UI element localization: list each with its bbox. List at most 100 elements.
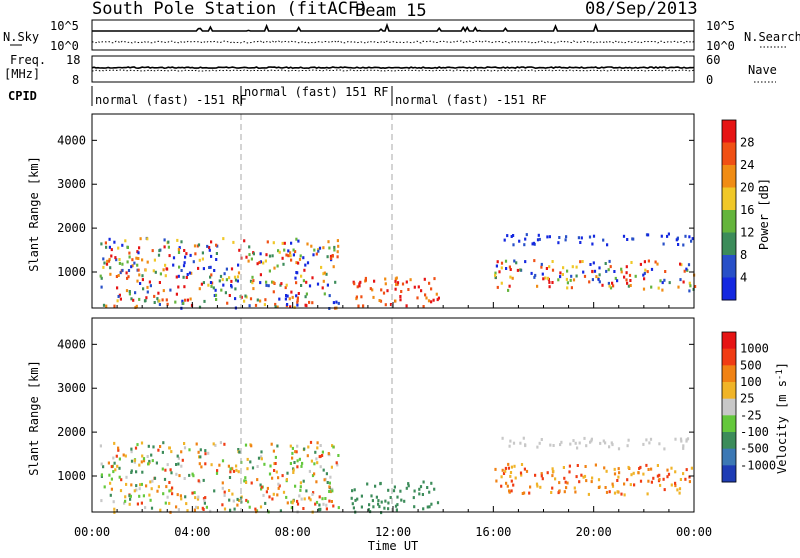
- heat-cell: [371, 499, 374, 503]
- heat-cell: [623, 275, 626, 279]
- velocity-colorbar-label: Velocity [m s-1]: [775, 362, 789, 474]
- heat-cell: [219, 441, 222, 445]
- heat-cell: [321, 454, 324, 457]
- heat-cell: [303, 447, 306, 451]
- heat-cell: [616, 479, 619, 482]
- heat-cell: [245, 295, 248, 299]
- heat-cell: [558, 236, 561, 239]
- heat-cell: [165, 267, 168, 271]
- heat-cell: [234, 278, 238, 282]
- heat-cell: [629, 483, 632, 487]
- heat-cell: [587, 492, 590, 496]
- heat-cell: [297, 239, 300, 243]
- heat-cell: [394, 287, 397, 291]
- heat-cell: [294, 484, 297, 488]
- heat-cell: [323, 271, 326, 275]
- heat-cell: [299, 481, 302, 485]
- heat-cell: [620, 270, 623, 274]
- heat-cell: [501, 436, 504, 440]
- heat-cell: [321, 497, 324, 501]
- heat-cell: [314, 450, 317, 454]
- heat-cell: [262, 261, 265, 265]
- heat-cell: [197, 479, 200, 483]
- heat-cell: [152, 445, 155, 449]
- heat-cell: [386, 289, 389, 293]
- heat-cell: [121, 268, 124, 272]
- heat-cell: [276, 493, 279, 497]
- heat-cell: [549, 443, 552, 447]
- heat-cell: [130, 265, 133, 269]
- heat-cell: [395, 508, 398, 512]
- heat-cell: [204, 449, 207, 453]
- heat-cell: [326, 283, 329, 287]
- heat-cell: [237, 448, 240, 451]
- heat-cell: [557, 241, 560, 245]
- heat-cell: [191, 472, 194, 476]
- heat-cell: [512, 234, 515, 237]
- heat-cell: [652, 476, 655, 480]
- heat-cell: [248, 304, 251, 308]
- power-panel: 1000 2000 3000 4000 Slant Range [km] 4 8 12 16…: [27, 113, 771, 310]
- heat-cell: [137, 251, 140, 255]
- heat-cell: [162, 441, 165, 445]
- heat-cell: [647, 479, 650, 483]
- heat-cell: [643, 271, 646, 275]
- heat-cell: [325, 272, 328, 276]
- heat-cell: [508, 265, 511, 269]
- heat-cell: [244, 476, 247, 480]
- heat-cell: [204, 496, 207, 500]
- heat-cell: [281, 241, 284, 245]
- heat-cell: [626, 238, 629, 241]
- heat-cell: [627, 284, 630, 288]
- heat-cell: [679, 262, 682, 266]
- heat-cell: [611, 484, 615, 488]
- heat-cell: [583, 436, 586, 440]
- heat-cell: [647, 468, 650, 471]
- heat-cell: [394, 299, 397, 303]
- heat-cell: [668, 281, 671, 285]
- heat-cell: [175, 472, 178, 476]
- heat-cell: [337, 506, 340, 510]
- heat-cell: [140, 441, 144, 445]
- heat-cell: [611, 443, 614, 447]
- heat-cell: [180, 240, 183, 244]
- heat-cell: [234, 287, 237, 291]
- heat-cell: [509, 471, 513, 474]
- heat-cell: [538, 441, 541, 445]
- heat-cell: [110, 465, 113, 469]
- heat-cell: [191, 491, 194, 495]
- heat-cell: [134, 446, 138, 450]
- heat-cell: [562, 466, 565, 469]
- heat-cell: [157, 253, 161, 257]
- heat-cell: [290, 500, 293, 504]
- heat-cell: [285, 478, 288, 481]
- heat-cell: [115, 454, 118, 458]
- heat-cell: [296, 502, 300, 506]
- heat-cell: [145, 296, 148, 300]
- heat-cell: [240, 295, 243, 299]
- heat-cell: [551, 474, 554, 478]
- heat-cell: [149, 284, 152, 288]
- heat-cell: [273, 462, 276, 466]
- heat-cell: [183, 477, 186, 480]
- heat-cell: [164, 274, 167, 278]
- heat-cell: [230, 279, 233, 283]
- heat-cell: [396, 282, 399, 286]
- heat-cell: [300, 274, 303, 278]
- heat-cell: [100, 475, 103, 478]
- velocity-colorbar: 1000 500 100 25 -25 -100 -500 -1000: [721, 331, 776, 483]
- heat-cell: [131, 258, 134, 262]
- heat-cell: [433, 487, 436, 491]
- heat-cell: [310, 459, 313, 463]
- heat-cell: [685, 468, 688, 472]
- heat-cell: [186, 298, 189, 302]
- heat-cell: [322, 502, 325, 506]
- heat-cell: [591, 476, 594, 480]
- heat-cell: [428, 505, 431, 509]
- heat-cell: [650, 480, 653, 484]
- heat-cell: [352, 506, 355, 510]
- heat-cell: [113, 507, 116, 511]
- heat-cell: [192, 474, 195, 478]
- heat-cell: [131, 264, 134, 268]
- heat-cell: [213, 489, 216, 493]
